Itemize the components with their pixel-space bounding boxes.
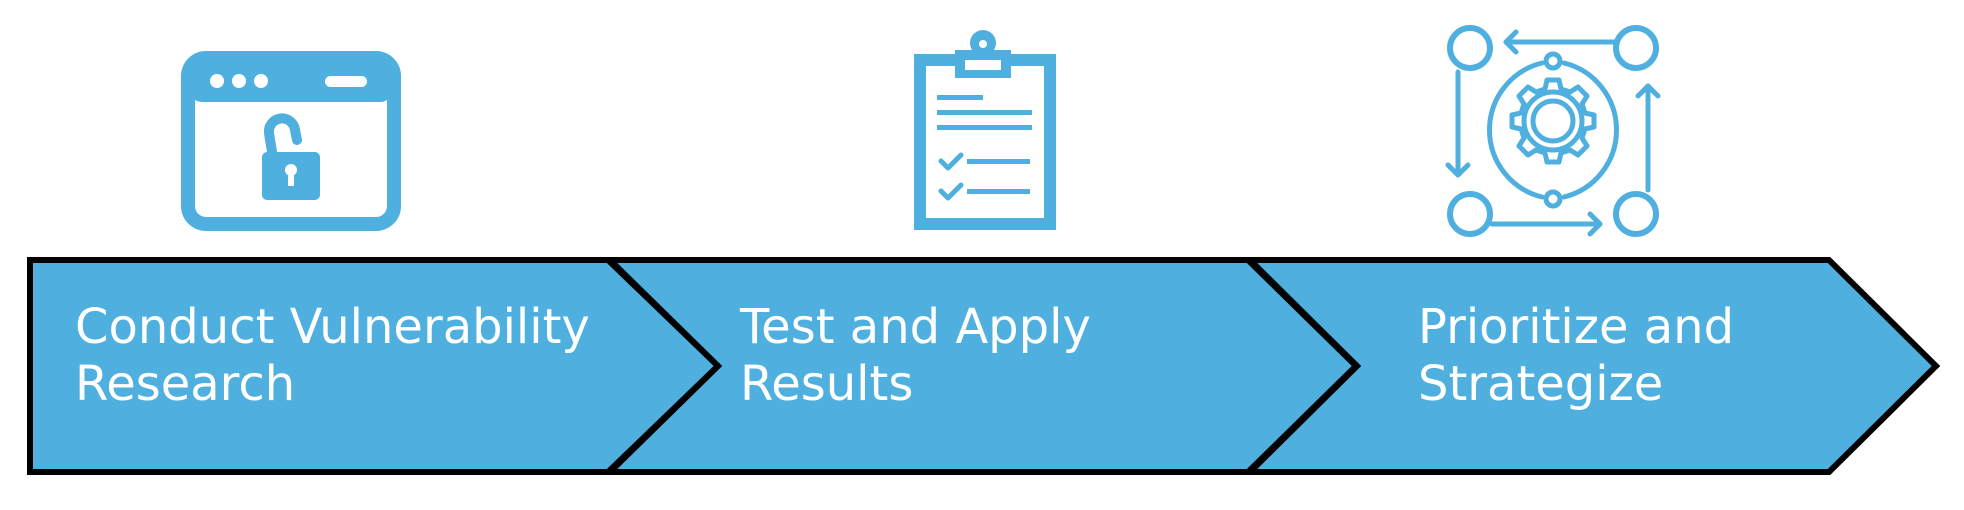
step-3-label-line2: Strategize <box>1418 356 1663 412</box>
step-2-chevron <box>602 257 1361 475</box>
step-3-chevron <box>1242 257 1941 475</box>
step-1-label-line1: Conduct Vulnerability <box>75 299 590 355</box>
step-1-label: Conduct Vulnerability Research <box>75 299 605 412</box>
step-3-label: Prioritize and Strategize <box>1418 299 1749 412</box>
gear-process-cycle-icon <box>1445 25 1661 237</box>
browser-unlock-icon <box>181 51 401 231</box>
step-1-label-line2: Research <box>75 356 295 412</box>
step-2-label-line1: Test and Apply <box>739 299 1091 355</box>
step-3-label-line1: Prioritize and <box>1418 299 1734 355</box>
process-steps: Conduct Vulnerability Research Test and … <box>27 257 1941 475</box>
step-2-label-line2: Results <box>740 356 913 412</box>
step-2-label: Test and Apply Results <box>739 299 1106 412</box>
clipboard-checklist-icon <box>914 30 1056 230</box>
